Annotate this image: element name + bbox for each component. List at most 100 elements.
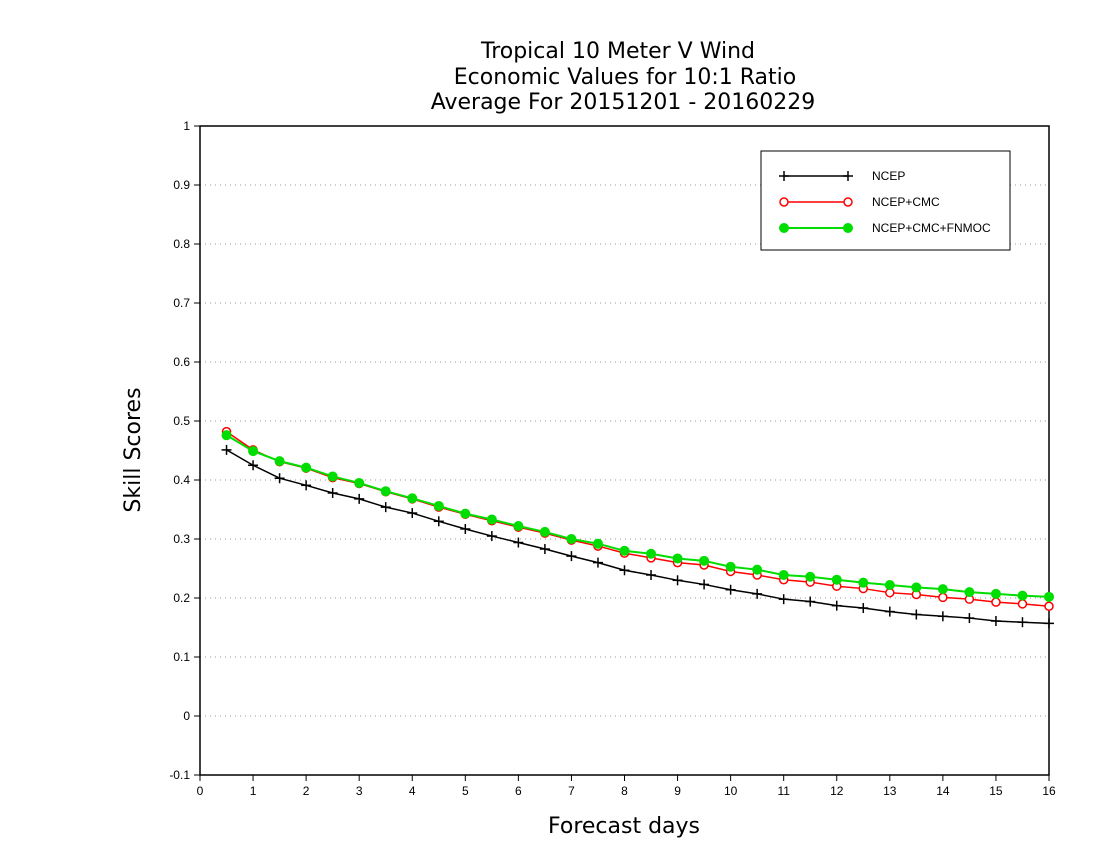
y-tick-label: 0 [183,709,190,723]
plus-marker [831,600,842,611]
legend-label: NCEP [872,169,905,183]
filled-circle-marker [911,582,922,593]
filled-circle-marker [566,534,577,544]
filled-circle-marker [831,574,842,585]
plus-marker [843,171,853,181]
filled-circle-marker [433,500,444,511]
legend-entry: NCEP+CMC [779,195,940,209]
plus-marker [407,508,418,519]
plus-marker [805,596,816,607]
plus-marker [592,557,603,568]
filled-circle-marker [248,446,259,457]
x-tick-label: 13 [883,784,897,798]
plus-marker [566,551,577,562]
plus-marker [486,531,497,542]
plus-marker [725,584,736,595]
open-circle-marker [1044,601,1054,612]
y-tick-label: 0.3 [173,532,190,546]
y-tick-label: -0.1 [169,768,190,782]
plus-marker [221,444,232,455]
legend-entry: NCEP [779,169,905,183]
plus-marker [911,609,922,620]
open-circle-marker [1017,599,1028,609]
legend-box [760,150,1011,251]
legend-entries: NCEP NCEP+CMC NCEP+CMC+FNMOC [779,169,991,235]
plus-marker [433,516,444,527]
gridlines [200,184,1049,717]
plus-marker [646,569,657,580]
x-tick-label: 10 [724,784,738,798]
filled-circle-marker [460,508,471,519]
open-circle-marker [779,197,789,207]
filled-circle-marker [619,545,630,556]
filled-circle-marker [699,555,710,566]
plus-marker [699,579,710,590]
legend-entry: NCEP+CMC+FNMOC [779,221,991,235]
x-tick-label: 7 [568,784,575,798]
x-tick-label: 16 [1042,784,1056,798]
plus-marker [380,502,391,513]
filled-circle-marker [646,548,657,559]
legend: NCEP NCEP+CMC NCEP+CMC+FNMOC [760,150,1011,251]
filled-circle-marker [407,493,418,504]
x-tick-label: 4 [409,784,416,798]
filled-circle-marker [1044,591,1054,602]
filled-circle-marker [592,538,603,549]
filled-circle-marker [221,430,232,441]
y-tick-label: 0.7 [173,296,190,310]
x-tick-label: 9 [674,784,681,798]
filled-circle-marker [858,577,869,588]
filled-circle-marker [843,223,853,233]
plus-marker [858,603,869,614]
filled-circle-marker [990,588,1001,599]
chart-title: Tropical 10 Meter V Wind Economic Values… [431,39,816,115]
x-tick-label: 0 [197,784,204,798]
filled-circle-marker [964,587,975,598]
x-tick-label: 15 [989,784,1003,798]
filled-circle-marker [354,477,365,488]
series [221,426,1054,629]
series-ncep-cmc [221,426,1054,612]
filled-circle-marker [327,471,338,482]
y-tick-label: 0.9 [173,178,190,192]
open-circle-marker [843,197,853,207]
x-tick-label: 3 [356,784,363,798]
x-tick-label: 12 [830,784,844,798]
y-tick-label: 0.2 [173,591,190,605]
y-tick-label: 0.1 [173,650,190,664]
title-line-2: Economic Values for 10:1 Ratio [454,65,796,90]
filled-circle-marker [1017,590,1028,601]
plus-marker [274,473,285,484]
plus-marker [990,616,1001,627]
filled-circle-marker [301,462,312,473]
y-tick-label: 1 [183,119,190,133]
plus-marker [884,606,895,617]
plus-marker [778,594,789,605]
filled-circle-marker [513,521,524,532]
filled-circle-marker [274,456,285,467]
plus-marker [752,588,763,599]
x-tick-label: 14 [936,784,950,798]
filled-circle-marker [884,580,895,591]
filled-circle-marker [725,561,736,572]
y-tick-label: 0.4 [173,473,190,487]
filled-circle-marker [752,564,763,575]
x-tick-label: 8 [621,784,628,798]
open-circle-marker [938,592,948,603]
x-tick-label: 5 [462,784,469,798]
axis-ticks: 10.90.80.70.60.50.40.30.20.10-0.10 1 2 3 4 5 6… [169,119,1056,798]
legend-label: NCEP+CMC+FNMOC [872,221,991,235]
plus-marker [301,480,312,491]
x-tick-label: 2 [303,784,310,798]
y-tick-label: 0.5 [173,414,190,428]
y-tick-label: 0.8 [173,237,190,251]
filled-circle-marker [937,584,948,595]
plus-marker [539,544,550,555]
filled-circle-marker [486,514,497,525]
x-tick-label: 6 [515,784,522,798]
plus-marker [248,460,259,471]
title-line-1: Tropical 10 Meter V Wind [480,39,755,64]
filled-circle-marker [805,571,816,582]
plus-marker [672,575,683,586]
plus-marker [460,523,471,534]
